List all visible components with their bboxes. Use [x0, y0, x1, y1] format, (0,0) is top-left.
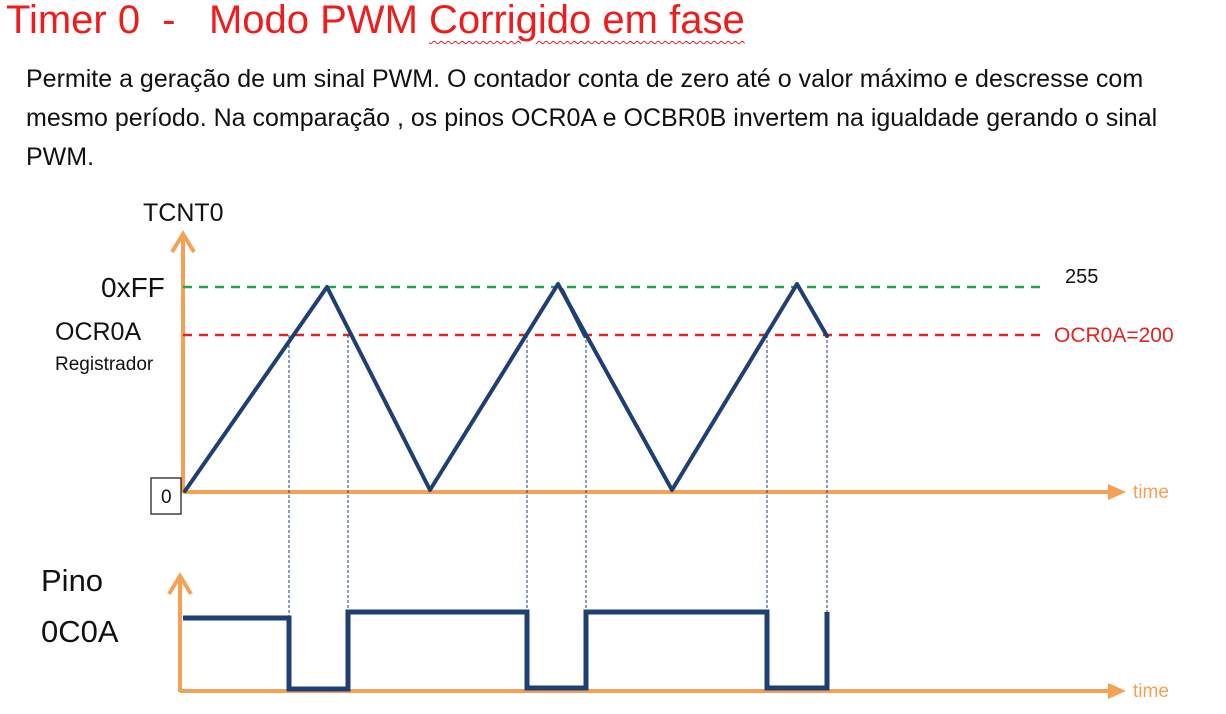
pin-label-line2: 0C0A [41, 614, 119, 649]
title-prefix: Timer 0 - Modo PWM [6, 0, 430, 42]
counter-waveform [183, 282, 829, 493]
pin-label-line1: Pino [41, 563, 103, 598]
pin-x-axis-label: time [1133, 681, 1169, 702]
title-underlined: Corrigido em fase [429, 0, 745, 42]
pin-y-arrowhead [167, 572, 193, 596]
counter-y-axis-label: TCNT0 [143, 199, 224, 227]
zero-label: 0 [161, 487, 172, 508]
zero-label-box [150, 477, 182, 515]
compare-value-label: OCR0A=200 [1054, 324, 1174, 347]
top-value-decimal-label: 255 [1065, 266, 1098, 288]
counter-x-arrowhead [1108, 484, 1126, 500]
counter-x-axis-label: time [1133, 482, 1169, 503]
top-value-label: 0xFF [101, 272, 165, 303]
counter-y-arrowhead [170, 230, 196, 254]
pin-x-arrowhead [1108, 683, 1126, 699]
description-text: Permite a geração de um sinal PWM. O con… [26, 65, 1158, 171]
pin-waveform [183, 609, 830, 692]
compare-register-sublabel: Registrador [55, 354, 154, 375]
slide-title: Timer 0 - Modo PWM Corrigido em fase [6, 0, 745, 43]
compare-register-label: OCR0A [55, 318, 141, 346]
compare-match-guides [288, 335, 828, 618]
counter-waveform-overlap [560, 288, 587, 338]
